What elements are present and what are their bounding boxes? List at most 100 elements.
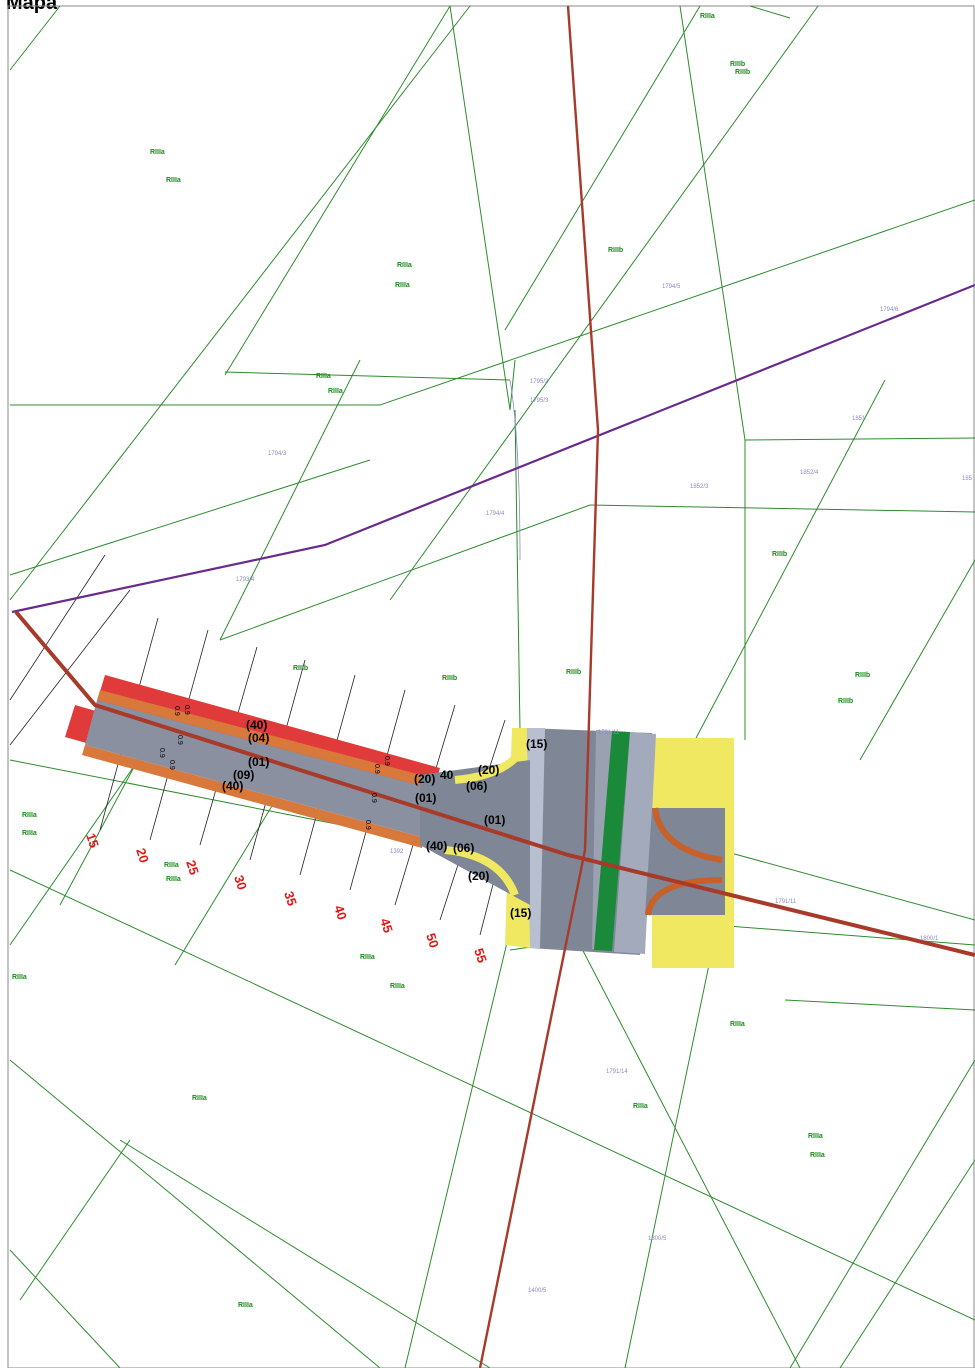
parcel-line [749, 5, 791, 19]
zone-label: RIIIa [390, 983, 405, 990]
road-mark: 0.9 [173, 706, 180, 716]
parcel-line [224, 5, 451, 376]
parcel-number: 1800/5 [648, 1236, 667, 1242]
station-label: 35 [281, 889, 300, 907]
parcel-number: 1791/14 [606, 1069, 628, 1075]
parcel-line [624, 959, 711, 1368]
parcel-line [119, 1139, 491, 1368]
zone-label: RIIIb [566, 669, 581, 676]
parcel-line [219, 504, 591, 641]
parcel-number: 1794/5 [662, 284, 681, 290]
dimension-label: (09) [233, 768, 254, 782]
parcel-boundaries [9, 5, 975, 1368]
zone-label: RIIIb [855, 672, 870, 679]
zone-label: RIIIa [22, 812, 37, 819]
station-label: 55 [471, 946, 490, 964]
road-mark: 0.9 [158, 748, 165, 758]
median-strip [594, 731, 630, 951]
dimension-label: (15) [526, 737, 547, 751]
road-marks: 0.9 0.9 0.9 0.9 0.9 0.9 0.9 0.9 0.9 [158, 705, 390, 830]
zone-label: RIIIb [735, 69, 750, 76]
parcel-line [504, 5, 701, 331]
zone-labels: RIIIa RIIIb RIIIb RIIIa RIIIa RIIIa RIII… [12, 13, 870, 1309]
junction-lane-west [592, 730, 612, 950]
parcel-line [404, 929, 511, 1368]
dimension-label: (15) [510, 906, 531, 920]
station-tick [9, 589, 131, 746]
east-spur-curb-bottom [645, 877, 723, 916]
dimension-label: (20) [468, 869, 489, 883]
parcel-number: 1791/11 [598, 730, 620, 736]
parcel-line [509, 359, 516, 411]
dimension-label: (01) [415, 791, 436, 805]
parcel-line [859, 559, 975, 761]
zone-label: RIIIa [633, 1103, 648, 1110]
zone-label: RIIIa [166, 177, 181, 184]
dimension-label: (20) [478, 763, 499, 777]
parcel-number: 1791/11 [775, 899, 797, 905]
access-road-curb-south [82, 745, 425, 848]
zone-label: RIIIa [192, 1095, 207, 1102]
road-mark: 0.9 [183, 705, 190, 715]
east-spur-curb-top [652, 807, 723, 863]
station-label: 20 [133, 846, 152, 864]
map-title: Mapa [6, 0, 58, 14]
parcel-number: 1794/3 [268, 451, 287, 457]
parcel-line-grey [509, 379, 521, 561]
parcel-line [789, 1059, 975, 1368]
zone-label: RIIIa [238, 1302, 253, 1309]
parcel-number: 1851 [852, 416, 866, 422]
parcel-line [9, 5, 471, 601]
road-mark: 0.9 [176, 735, 183, 745]
parcel-line [579, 944, 801, 1368]
parcel-line [719, 849, 975, 921]
parcel-line [514, 409, 521, 731]
zone-label: RIIIa [700, 13, 715, 20]
dimension-labels: (40) (04) (01) (09) (40) (20) 40 (01) (2… [222, 718, 547, 920]
parcel-number: 1800/1 [920, 936, 939, 942]
parcel-line [219, 359, 361, 641]
station-label: 25 [183, 858, 202, 876]
power-line [11, 283, 975, 614]
parcel-number: 1852/3 [690, 484, 709, 490]
parcel-line [379, 199, 975, 406]
access-road-curb-north [97, 690, 440, 790]
zone-label: RIIIa [22, 830, 37, 837]
map-frame [7, 5, 975, 1368]
station-label: 15 [83, 831, 102, 849]
main-road [478, 5, 600, 1368]
zone-label: RIIIa [808, 1133, 823, 1140]
parcel-number: 1794/6 [880, 307, 899, 313]
parcel-line [9, 1059, 381, 1368]
zone-label: RIIIb [442, 675, 457, 682]
road-mark: 0.9 [383, 756, 390, 766]
zone-label: RIIIa [150, 149, 165, 156]
zone-label: RIIIa [395, 282, 410, 289]
dimension-label: (40) [222, 779, 243, 793]
zone-label: RIIIb [838, 698, 853, 705]
parcel-number: 1795/3 [530, 398, 549, 404]
zone-label: RIIIb [608, 247, 623, 254]
parcel-line [714, 924, 975, 946]
zone-label: RIIIa [316, 373, 331, 380]
station-tick [9, 554, 106, 701]
dimension-label: (01) [248, 755, 269, 769]
zone-label: RIIIa [810, 1152, 825, 1159]
parcel-line [679, 5, 746, 441]
parcel-numbers: 1794/5 1794/6 1795/2 1795/3 1794/4 1794/… [236, 284, 973, 1294]
dimension-label: (06) [466, 779, 487, 793]
station-label: 30 [231, 873, 250, 891]
dimension-label: (20) [414, 772, 435, 786]
zone-label: RIIIb [730, 61, 745, 68]
parcel-line [9, 5, 61, 71]
parcel-line [839, 1159, 975, 1368]
dimension-label: (40) [426, 839, 447, 853]
zone-label: RIIIa [328, 388, 343, 395]
parcel-number: 1400/5 [528, 1288, 547, 1294]
zone-label: RIIIa [397, 262, 412, 269]
station-label: 50 [423, 931, 442, 949]
road-mark: 0.9 [168, 760, 175, 770]
zone-label: RIIIa [730, 1021, 745, 1028]
parcel-line [224, 371, 511, 381]
